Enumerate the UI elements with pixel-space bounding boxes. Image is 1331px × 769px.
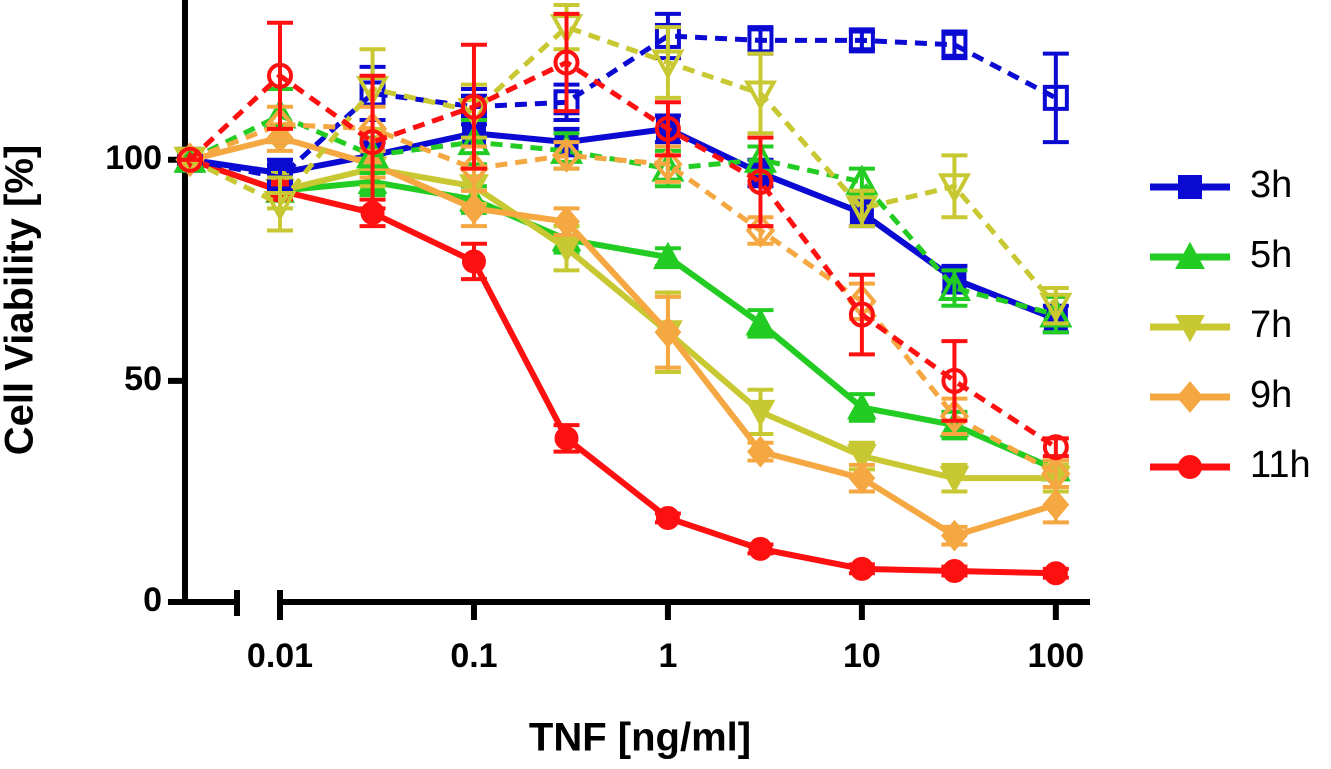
marker [937,173,971,204]
marker [263,191,297,222]
x-tick-label: 1 [658,637,677,675]
marker [551,137,582,173]
marker [747,168,774,195]
marker [1175,241,1205,269]
marker [848,301,875,328]
marker [941,367,968,394]
marker [1178,455,1202,479]
marker [747,27,774,54]
error-bar [359,73,386,211]
error-bar [267,175,293,233]
marker [653,241,683,270]
marker [265,107,295,142]
series [177,11,1069,461]
marker [1175,315,1205,343]
x-tick-label: 10 [843,637,881,675]
marker [267,62,293,89]
x-tick-label: 0.1 [450,637,497,675]
error-bar [460,42,487,171]
marker [460,192,488,225]
marker [941,519,968,552]
marker [1043,561,1068,586]
error-bar [941,29,968,61]
error-bar [941,339,968,423]
x-tick-label: 0.01 [247,637,313,675]
marker [654,115,681,142]
marker [848,27,875,54]
marker [460,93,487,120]
series-line [189,134,1057,539]
marker [937,270,971,302]
marker [553,49,580,76]
marker [1041,456,1071,492]
series-line [189,156,1056,482]
marker [1039,292,1073,324]
x-tick-label: 100 [1027,637,1084,675]
marker [846,444,877,472]
legend-label: 11h [1250,444,1311,486]
series-line [189,156,1056,577]
marker [653,146,683,182]
x-axis-label: TNF [ng/ml] [529,716,751,760]
marker [461,249,486,274]
error-bar [654,100,681,158]
series-line [189,121,1058,476]
legend-label: 9h [1250,374,1292,416]
marker [654,316,682,349]
marker [359,129,386,156]
legend-label: 7h [1250,304,1292,346]
y-tick-label: 50 [124,360,162,398]
error-bar [1042,51,1069,145]
marker [845,195,879,226]
series-line [188,59,1058,450]
marker [942,559,967,584]
legend-label: 5h [1250,234,1292,276]
marker [941,31,968,58]
y-axis-label: Cell Viability [%] [0,145,42,455]
marker [1042,488,1070,521]
y-tick-label: 100 [105,139,162,177]
marker [848,462,876,495]
marker [939,398,970,434]
marker [1178,175,1202,199]
marker [743,80,778,111]
marker [939,466,970,494]
marker [459,151,489,187]
marker [1176,381,1204,413]
error-bar [747,51,774,136]
marker [655,505,680,530]
legend-label: 3h [1250,164,1292,206]
series-line [188,24,1058,308]
marker [1039,297,1073,328]
series-line [189,156,1058,473]
marker [747,435,774,468]
error-bar [553,11,580,114]
marker [846,392,877,420]
error-bar [848,29,875,52]
marker [748,536,773,561]
marker [849,556,874,581]
y-tick-label: 0 [143,581,162,619]
marker [745,308,776,336]
marker [553,205,580,238]
marker [1042,84,1069,111]
error-bar [747,135,774,229]
marker [554,426,579,451]
series [173,3,1073,326]
marker [1042,434,1069,461]
error-bar [941,153,968,220]
error-bar [267,20,293,131]
series-line [189,125,1057,322]
marker [745,399,776,428]
error-bar [848,272,875,357]
error-bar [654,25,681,100]
marker [651,49,685,80]
marker [177,146,203,173]
